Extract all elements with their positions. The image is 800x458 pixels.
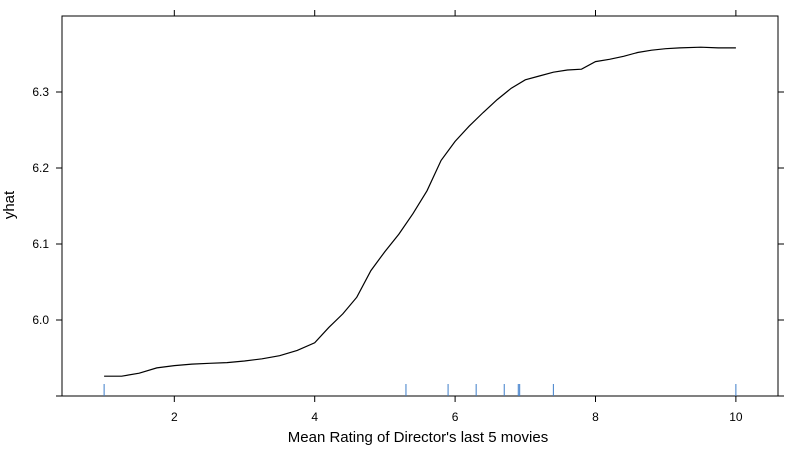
x-tick-label: 8 — [592, 410, 599, 424]
x-tick-label: 2 — [171, 410, 178, 424]
x-axis-title: Mean Rating of Director's last 5 movies — [288, 429, 548, 446]
y-tick-label: 6.0 — [32, 313, 49, 327]
plot-group: 2 4 6 8 10 6.0 6.1 6.2 6.3 — [32, 10, 784, 424]
plot-frame — [61, 15, 779, 397]
y-axis-title: yhat — [1, 190, 18, 219]
y-tick-label: 6.3 — [32, 85, 49, 99]
y-tick-label: 6.1 — [32, 237, 49, 251]
series-line — [104, 46, 736, 377]
x-tick-label: 10 — [729, 410, 743, 424]
y-tick-label: 6.2 — [32, 161, 49, 175]
x-tick-label: 4 — [311, 410, 318, 424]
x-tick-label: 6 — [452, 410, 459, 424]
